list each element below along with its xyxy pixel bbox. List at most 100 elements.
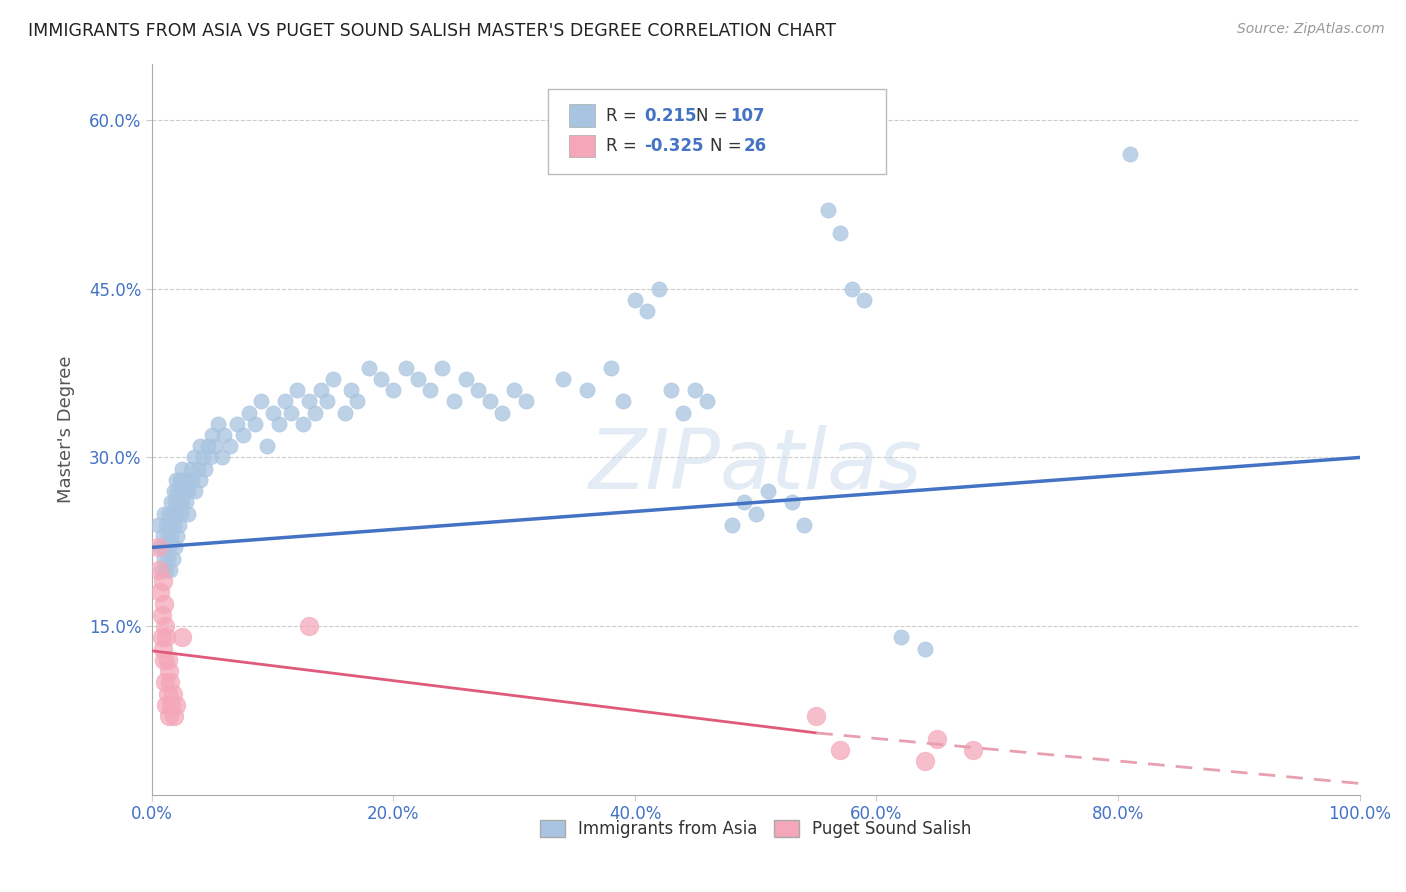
Point	[150, 563, 173, 577]
Point	[169, 473, 191, 487]
Point	[153, 507, 176, 521]
Point	[575, 383, 598, 397]
Point	[197, 439, 219, 453]
Point	[162, 687, 184, 701]
Point	[191, 450, 214, 465]
Point	[155, 563, 177, 577]
Point	[157, 541, 180, 555]
Point	[256, 439, 278, 453]
Point	[152, 574, 174, 588]
Point	[962, 743, 984, 757]
Point	[163, 484, 186, 499]
Point	[720, 517, 742, 532]
Point	[188, 439, 211, 453]
Point	[515, 394, 537, 409]
Point	[830, 226, 852, 240]
Point	[659, 383, 682, 397]
Point	[184, 484, 207, 499]
Point	[624, 293, 647, 307]
Point	[177, 507, 200, 521]
Point	[817, 203, 839, 218]
Point	[198, 450, 221, 465]
Point	[204, 439, 226, 453]
Point	[1119, 147, 1142, 161]
Point	[173, 484, 195, 499]
Text: -0.325: -0.325	[644, 136, 703, 155]
Point	[163, 495, 186, 509]
Point	[914, 754, 936, 768]
Text: R =: R =	[606, 136, 643, 155]
Point	[443, 394, 465, 409]
Point	[187, 461, 209, 475]
Point	[170, 507, 193, 521]
Point	[406, 372, 429, 386]
Point	[219, 439, 242, 453]
Text: N =: N =	[710, 136, 747, 155]
Point	[172, 473, 194, 487]
Point	[183, 450, 205, 465]
Point	[162, 551, 184, 566]
Point	[160, 529, 183, 543]
Point	[225, 417, 247, 431]
Point	[454, 372, 477, 386]
Point	[153, 653, 176, 667]
Point	[148, 563, 170, 577]
Point	[149, 541, 172, 555]
Point	[830, 743, 852, 757]
Point	[394, 360, 416, 375]
Text: 107: 107	[730, 106, 765, 125]
Text: 0.215: 0.215	[644, 106, 696, 125]
Point	[551, 372, 574, 386]
Point	[153, 597, 176, 611]
Point	[155, 631, 177, 645]
Point	[170, 484, 193, 499]
Point	[167, 495, 190, 509]
Point	[172, 631, 194, 645]
Text: Source: ZipAtlas.com: Source: ZipAtlas.com	[1237, 22, 1385, 37]
Point	[238, 405, 260, 419]
Point	[174, 495, 197, 509]
Point	[419, 383, 441, 397]
Point	[298, 394, 321, 409]
Point	[745, 507, 768, 521]
Point	[155, 675, 177, 690]
Point	[335, 405, 357, 419]
Point	[155, 541, 177, 555]
Point	[503, 383, 526, 397]
Point	[180, 461, 202, 475]
Point	[163, 517, 186, 532]
Point	[156, 687, 179, 701]
Point	[150, 631, 173, 645]
Point	[685, 383, 707, 397]
Text: 26: 26	[744, 136, 766, 155]
Point	[291, 417, 314, 431]
Point	[232, 428, 254, 442]
Point	[648, 282, 671, 296]
Point	[165, 698, 187, 712]
Point	[733, 495, 755, 509]
Point	[165, 473, 187, 487]
Point	[172, 461, 194, 475]
Point	[636, 304, 658, 318]
Point	[925, 731, 948, 746]
Legend: Immigrants from Asia, Puget Sound Salish: Immigrants from Asia, Puget Sound Salish	[533, 814, 979, 845]
Point	[159, 517, 181, 532]
Point	[340, 383, 363, 397]
Point	[180, 473, 202, 487]
Point	[207, 417, 229, 431]
Point	[612, 394, 634, 409]
Point	[285, 383, 308, 397]
Point	[166, 484, 188, 499]
Point	[146, 541, 169, 555]
Point	[467, 383, 489, 397]
Point	[491, 405, 513, 419]
Point	[267, 417, 290, 431]
Point	[162, 507, 184, 521]
Point	[155, 517, 177, 532]
Point	[194, 461, 217, 475]
Point	[346, 394, 368, 409]
Point	[243, 417, 266, 431]
Point	[793, 517, 815, 532]
Point	[160, 698, 183, 712]
Point	[152, 529, 174, 543]
